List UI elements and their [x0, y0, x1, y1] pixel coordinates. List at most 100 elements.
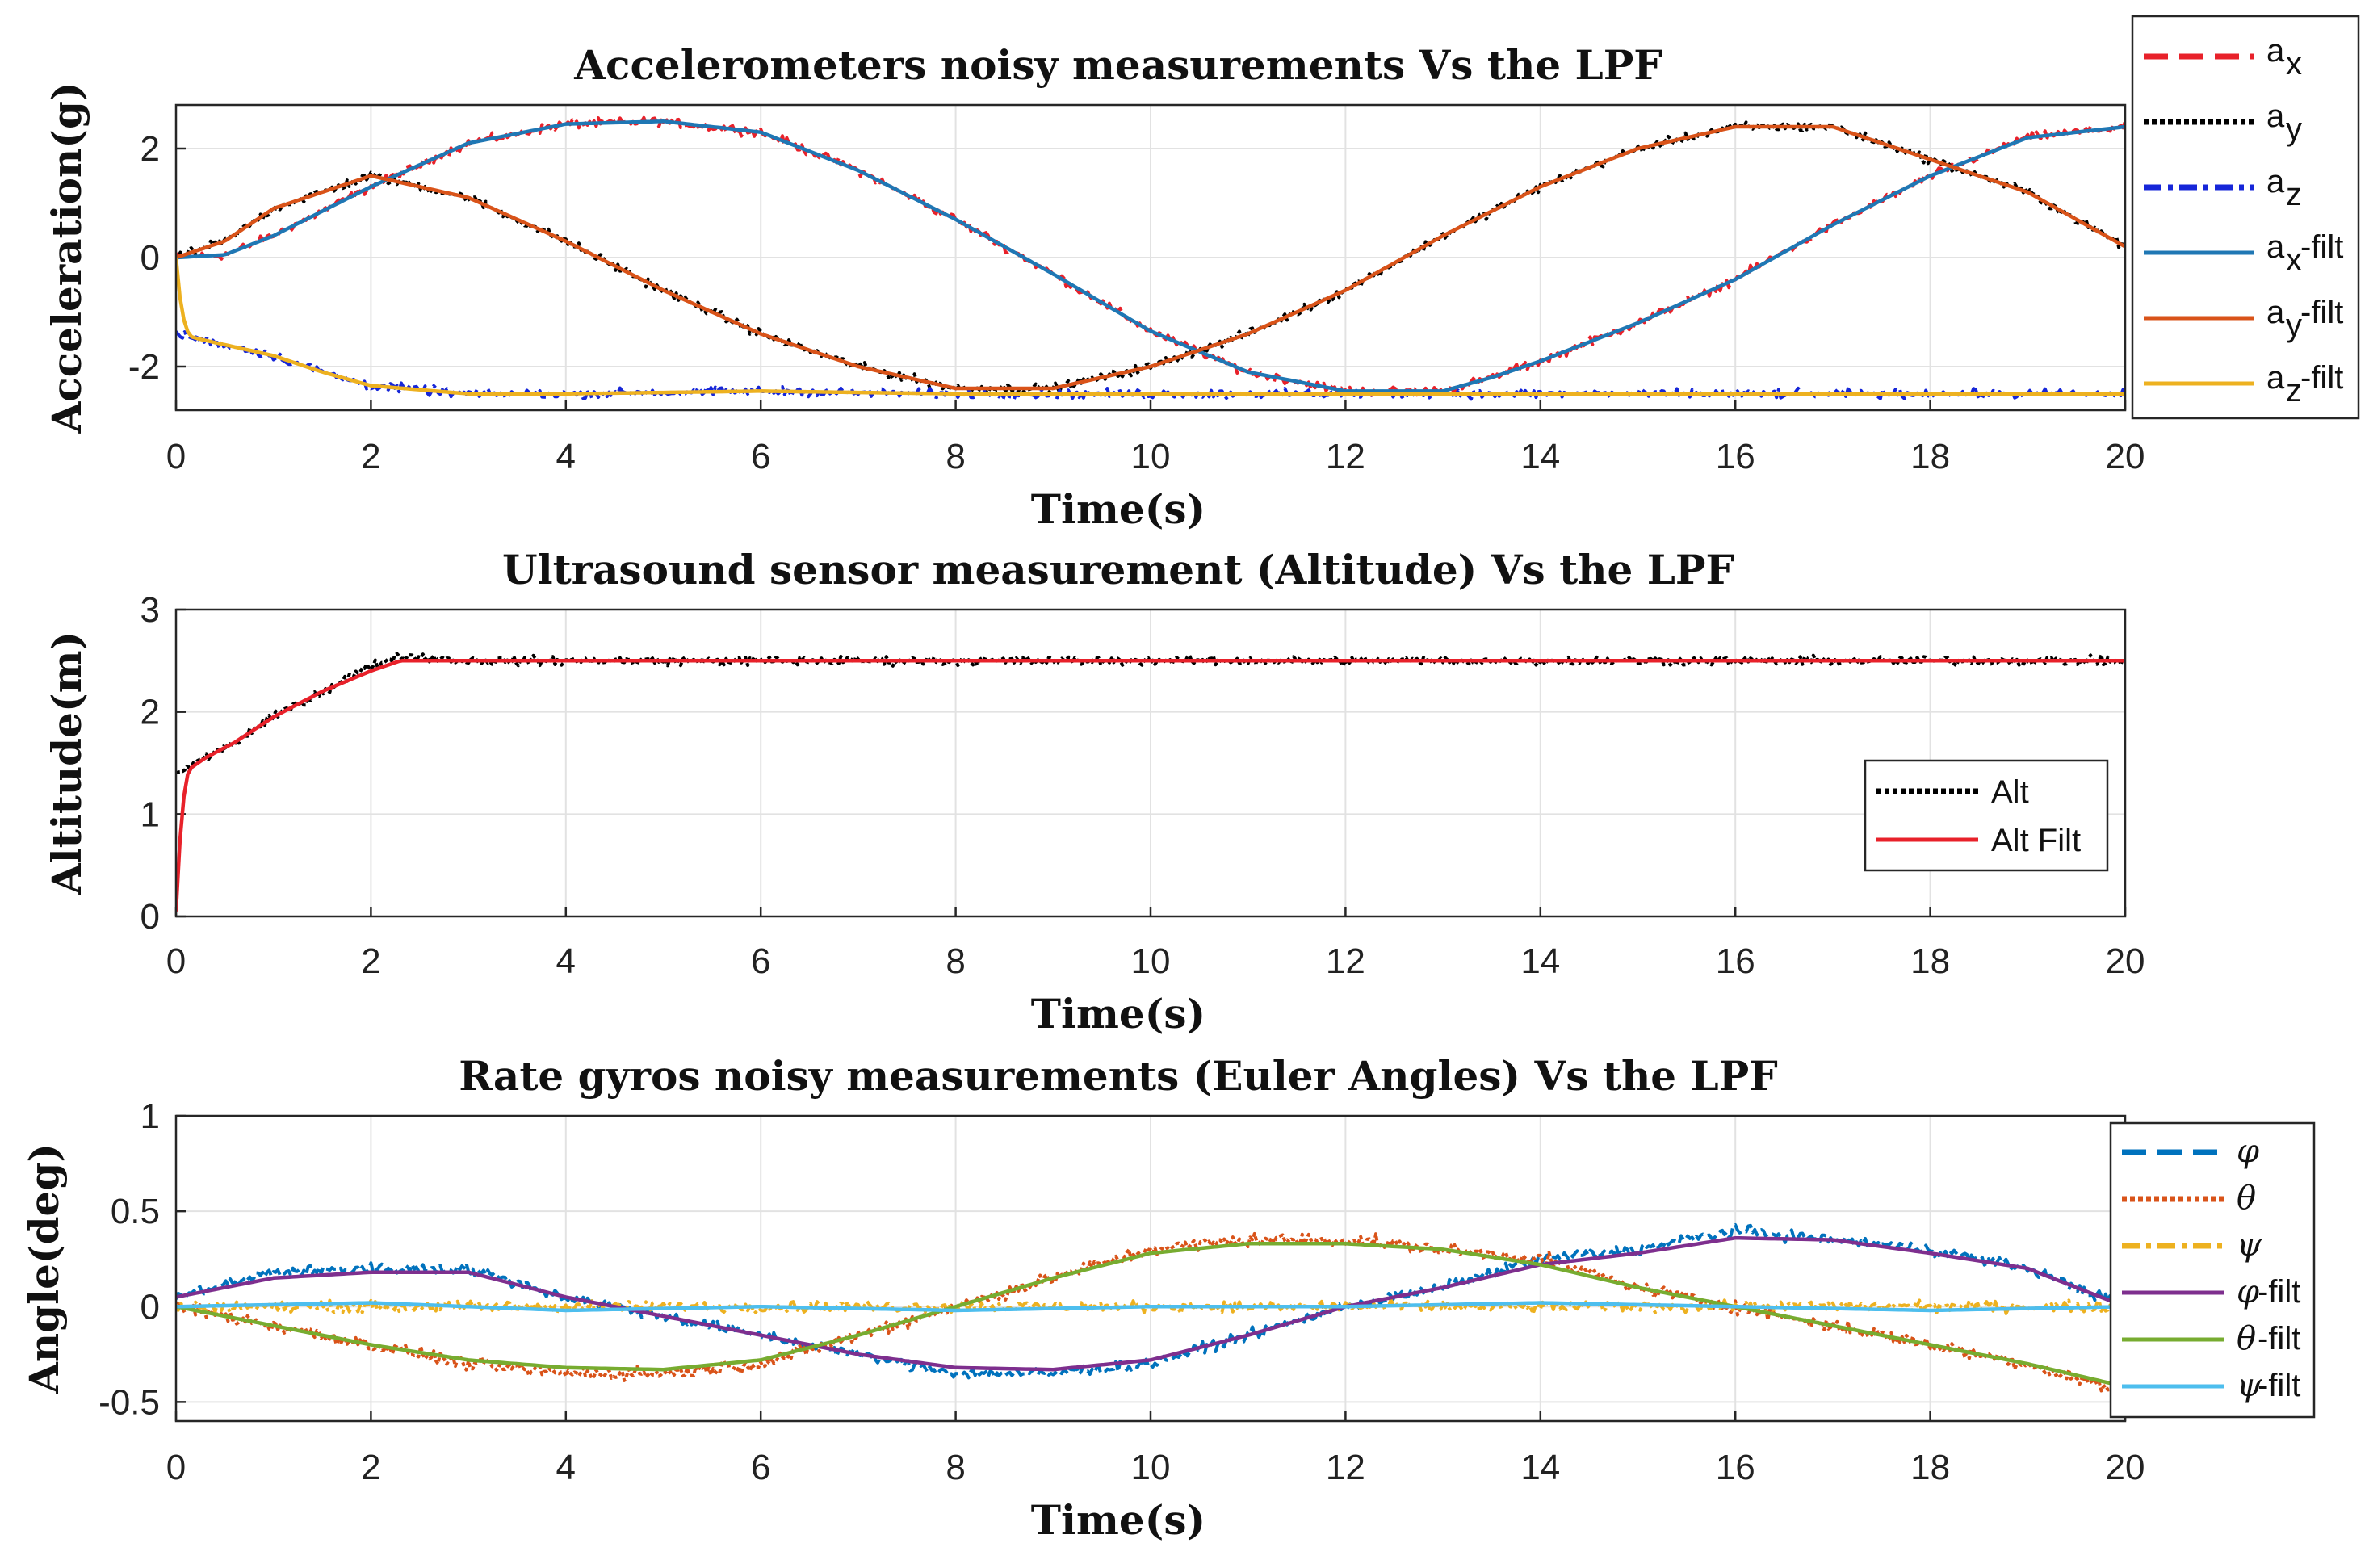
legend-box [2109, 1121, 2316, 1419]
axes-frame [174, 103, 2127, 412]
x-tick-label: 8 [946, 1448, 965, 1487]
x-tick-label: 0 [166, 1448, 186, 1487]
legend-subscript: x [2286, 46, 2302, 82]
y-tick-label: 0 [140, 238, 160, 278]
x-tick-label: 8 [946, 437, 965, 476]
x-tick-label: 18 [1910, 1448, 1950, 1487]
x-tick-label: 4 [556, 941, 576, 981]
x-tick-label: 8 [946, 941, 965, 981]
legend: Alt Alt Filt [1864, 759, 2109, 872]
x-tick-label: 0 [166, 437, 186, 476]
series-line-ψ-filt [176, 1301, 2125, 1313]
x-tick-label: 16 [1716, 437, 1755, 476]
y-tick-label: 3 [140, 590, 160, 630]
x-tick-label: 6 [751, 941, 770, 981]
panel-1: 0 2 4 6 8 10 12 14 16 18 20 -2 0 2 Accelerometers nois… [43, 15, 2360, 533]
legend-label: ψ [2237, 1367, 2262, 1404]
x-axis-label: Time(s) [1031, 1496, 1205, 1544]
x-tick-label: 10 [1131, 437, 1171, 476]
x-tick-label: 18 [1910, 941, 1950, 981]
legend-label: ψ [2237, 1226, 2262, 1264]
y-axis-label: Angle(deg) [20, 1143, 68, 1394]
series-group [176, 115, 2125, 401]
legend-suffix: -filt [2258, 1321, 2300, 1356]
series-line-a-x-filt [176, 119, 2125, 393]
y-tick-label: 0.5 [111, 1192, 160, 1231]
legend-label: a [2266, 295, 2285, 330]
legend-label: φ [2237, 1273, 2259, 1310]
legend-label: a [2266, 360, 2285, 396]
series-line-Alt [176, 652, 2125, 775]
y-tick-label: 0 [140, 1287, 160, 1327]
y-tick-label: -2 [128, 347, 160, 387]
series-group [176, 1223, 2125, 1395]
x-tick-label: 2 [361, 1448, 380, 1487]
legend-label: φ [2237, 1133, 2259, 1170]
x-tick-label: 0 [166, 941, 186, 981]
legend-subscript: y [2286, 111, 2302, 147]
x-tick-label: 4 [556, 437, 576, 476]
x-tick-label: 12 [1326, 437, 1365, 476]
chart-title: Ultrasound sensor measurement (Altitude)… [502, 546, 1734, 593]
x-tick-label: 2 [361, 941, 380, 981]
x-tick-label: 20 [2106, 1448, 2145, 1487]
legend-suffix: -filt [2300, 360, 2343, 396]
legend-subscript: z [2286, 373, 2302, 409]
y-tick-label: 1 [140, 794, 160, 834]
x-tick-label: 10 [1131, 1448, 1171, 1487]
series-line-a-y-filt [176, 124, 2125, 391]
series-line-a-z-filt [176, 257, 2125, 396]
x-tick-label: 18 [1910, 437, 1950, 476]
x-tick-label: 20 [2106, 941, 2145, 981]
legend-subscript: z [2286, 177, 2302, 212]
axes-frame [174, 608, 2127, 918]
y-axis-label: Altitude(m) [43, 631, 90, 895]
legend-box [2131, 15, 2360, 420]
y-tick-label: -0.5 [99, 1382, 160, 1422]
x-tick-label: 16 [1716, 941, 1755, 981]
series-line-φ [176, 1223, 2125, 1380]
y-axis-label: Acceleration(g) [43, 82, 90, 434]
series-line-ψ [176, 1298, 2125, 1316]
x-tick-label: 12 [1326, 941, 1365, 981]
legend-label: Alt Filt [1991, 823, 2081, 858]
legend-suffix: -filt [2300, 229, 2343, 265]
series-line-φ-filt [176, 1235, 2125, 1372]
legend-suffix: -filt [2300, 295, 2343, 330]
series-line-Alt Filt [176, 659, 2125, 912]
y-tick-label: 2 [140, 129, 160, 169]
legend-label: a [2266, 229, 2285, 265]
legend-label: Alt [1991, 774, 2029, 810]
series-line-θ-filt [176, 1242, 2125, 1389]
y-tick-label: 2 [140, 693, 160, 732]
x-tick-label: 6 [751, 1448, 770, 1487]
legend-subscript: x [2286, 242, 2302, 278]
x-tick-label: 4 [556, 1448, 576, 1487]
y-tick-label: 0 [140, 897, 160, 937]
series-group [176, 652, 2125, 912]
x-tick-label: 16 [1716, 1448, 1755, 1487]
x-tick-label: 2 [361, 437, 380, 476]
legend-label: a [2266, 33, 2285, 69]
x-axis-label: Time(s) [1031, 485, 1205, 533]
x-tick-label: 10 [1131, 941, 1171, 981]
legend-label: a [2266, 99, 2285, 134]
x-tick-label: 14 [1520, 1448, 1560, 1487]
x-tick-label: 12 [1326, 1448, 1365, 1487]
x-tick-label: 20 [2106, 437, 2145, 476]
x-tick-label: 6 [751, 437, 770, 476]
x-axis-label: Time(s) [1031, 990, 1205, 1038]
x-tick-label: 14 [1520, 437, 1560, 476]
legend-suffix: -filt [2258, 1274, 2300, 1310]
legend-label: θ [2237, 1180, 2256, 1217]
x-tick-label: 14 [1520, 941, 1560, 981]
y-tick-label: 1 [140, 1096, 160, 1136]
legend-box [1864, 759, 2109, 872]
legend-subscript: y [2286, 308, 2302, 343]
legend-suffix: -filt [2258, 1368, 2300, 1403]
